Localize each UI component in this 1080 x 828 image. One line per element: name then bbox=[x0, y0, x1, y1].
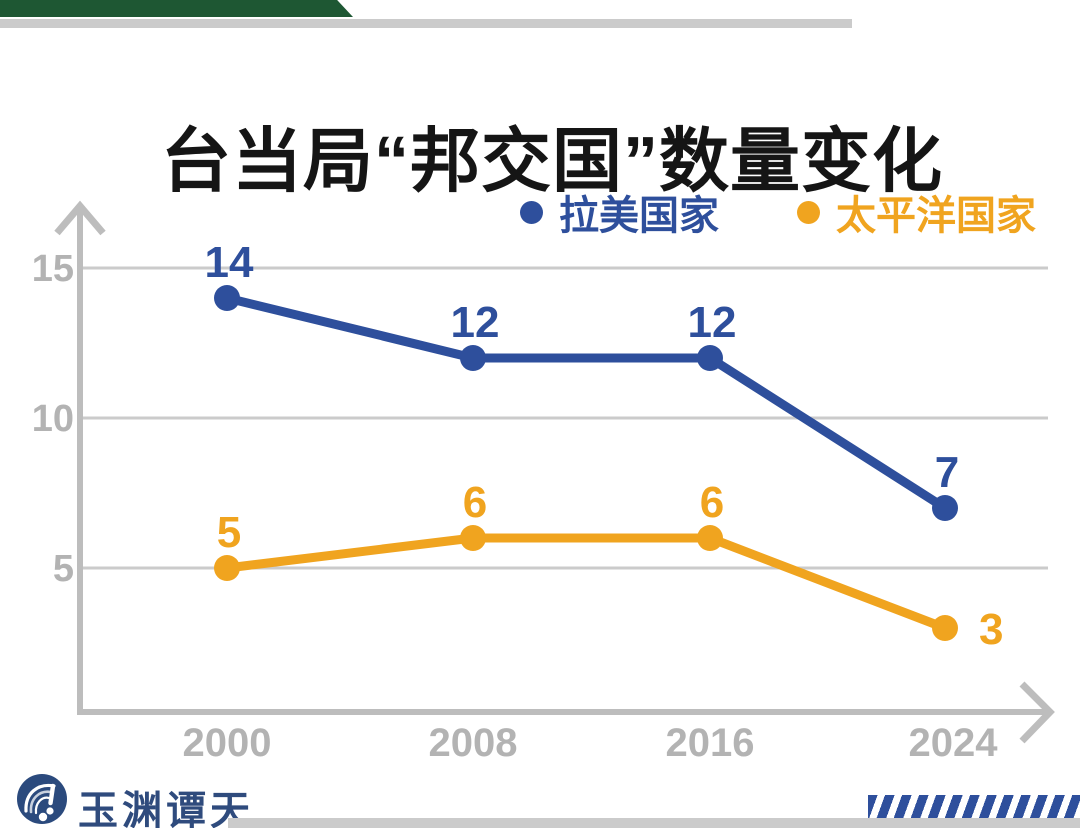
corner-banner bbox=[0, 0, 353, 17]
data-point bbox=[214, 285, 240, 311]
data-label: 6 bbox=[463, 478, 487, 527]
y-tick-label: 5 bbox=[53, 548, 74, 590]
top-divider bbox=[0, 19, 852, 28]
legend-dot-icon bbox=[520, 200, 543, 224]
brand-name: 玉渊谭天 bbox=[78, 789, 254, 828]
data-point bbox=[460, 525, 486, 551]
chart-legend: 拉美国家 太平洋国家 bbox=[520, 183, 1036, 241]
data-point bbox=[932, 615, 958, 641]
y-tick-label: 10 bbox=[32, 398, 74, 440]
x-axis-arrow-icon bbox=[1019, 681, 1055, 744]
x-tick-label: 2008 bbox=[429, 721, 518, 765]
legend-label: 拉美国家 bbox=[559, 194, 719, 238]
brand-logo-icon bbox=[17, 774, 67, 824]
x-tick-label: 2016 bbox=[666, 721, 755, 765]
stripes-decoration bbox=[868, 795, 1080, 818]
legend-label: 太平洋国家 bbox=[836, 194, 1036, 238]
data-point bbox=[697, 525, 723, 551]
data-point bbox=[214, 555, 240, 581]
y-tick-label: 15 bbox=[32, 248, 74, 290]
bottom-divider bbox=[228, 818, 1080, 828]
data-label: 14 bbox=[205, 238, 254, 287]
x-tick-label: 2000 bbox=[183, 721, 272, 765]
data-point bbox=[932, 495, 958, 521]
legend-dot-icon bbox=[797, 200, 820, 224]
data-label: 5 bbox=[217, 508, 241, 557]
y-axis-arrow-icon bbox=[54, 200, 106, 236]
legend-item-pacific: 太平洋国家 bbox=[797, 183, 1036, 241]
data-label: 3 bbox=[979, 605, 1003, 654]
data-label: 7 bbox=[935, 448, 959, 497]
data-label: 12 bbox=[451, 298, 500, 347]
data-point bbox=[460, 345, 486, 371]
data-label: 6 bbox=[700, 478, 724, 527]
series-line-0 bbox=[222, 293, 950, 513]
legend-item-latin-america: 拉美国家 bbox=[520, 183, 719, 241]
x-tick-label: 2024 bbox=[909, 721, 999, 765]
page-title: 台当局“邦交国”数量变化 bbox=[161, 121, 943, 200]
data-point bbox=[697, 345, 723, 371]
series-line-1 bbox=[222, 533, 950, 633]
data-label: 12 bbox=[688, 298, 737, 347]
